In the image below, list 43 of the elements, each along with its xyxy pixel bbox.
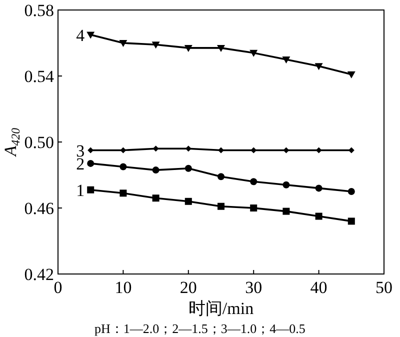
y-tick-label: 0.46: [24, 199, 54, 218]
point: [120, 190, 127, 197]
point: [315, 184, 322, 192]
series-label: 1: [76, 180, 85, 200]
point: [152, 42, 160, 49]
x-tick-label: 20: [180, 278, 197, 297]
x-tick-label: 0: [54, 278, 62, 297]
point: [152, 194, 160, 202]
point: [282, 56, 290, 64]
point: [218, 202, 224, 210]
point: [86, 32, 95, 39]
y-tick-label: 0.42: [24, 265, 54, 284]
y-tick-label: 0.54: [24, 67, 54, 86]
point: [348, 188, 355, 195]
point: [217, 44, 225, 52]
x-tick-label: 30: [245, 278, 262, 297]
point: [218, 147, 224, 154]
y-tick-label: 0.58: [24, 1, 54, 20]
text: pH：1—2.0；2—1.5；3—1.0；4—0.5: [94, 321, 306, 336]
point: [315, 212, 322, 220]
point: [250, 178, 258, 186]
point: [348, 218, 355, 225]
x-axis-title: 时间/min: [188, 299, 254, 318]
y-tick-label: 0.50: [24, 133, 54, 152]
point: [250, 50, 258, 57]
point: [250, 204, 258, 212]
point: [184, 44, 192, 52]
point: [87, 186, 94, 194]
point: [120, 163, 127, 170]
point: [184, 164, 192, 172]
point: [218, 173, 224, 180]
point: [184, 198, 192, 205]
x-tick-label: 50: [376, 278, 392, 297]
point: [87, 160, 94, 167]
series-label: 4: [76, 26, 86, 45]
point: [282, 208, 290, 215]
point: [347, 71, 356, 78]
x-tick-label: 40: [310, 278, 328, 297]
point: [119, 40, 128, 47]
x-tick-label: 10: [114, 278, 132, 297]
point: [314, 63, 323, 70]
point: [152, 166, 160, 174]
point: [282, 181, 290, 188]
